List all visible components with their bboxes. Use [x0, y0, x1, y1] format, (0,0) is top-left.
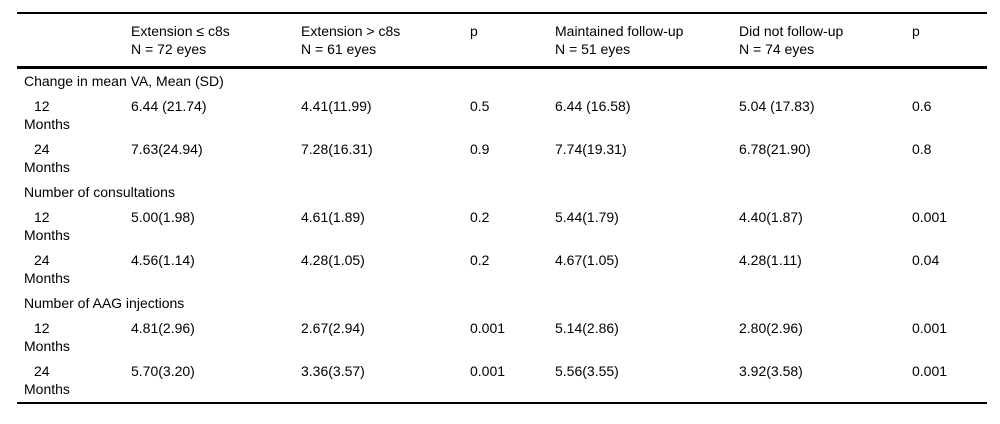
table-body: Change in mean VA, Mean (SD) 12 Months 6.44… [17, 68, 987, 404]
section-title: Change in mean VA, Mean (SD) [24, 73, 224, 89]
value-cell: 4.81(2.96) [131, 320, 195, 336]
section-header-row: Number of AAG injections [17, 291, 987, 316]
value-cell: 5.00(1.98) [131, 209, 195, 225]
header-col-label: p [470, 23, 478, 39]
value-cell: 5.14(2.86) [555, 320, 619, 336]
value-cell: 4.56(1.14) [131, 252, 195, 268]
header-col-sub: N = 61 eyes [301, 41, 377, 57]
header-col-label: Extension ≤ c8s [131, 23, 230, 39]
row-period-number: 24 [34, 252, 50, 268]
row-period-number: 12 [34, 209, 50, 225]
value-cell: 2.67(2.94) [301, 320, 365, 336]
value-cell: 5.70(3.20) [131, 363, 195, 379]
value-cell: 0.8 [912, 141, 932, 157]
value-cell: 4.28(1.05) [301, 252, 365, 268]
value-cell: 4.40(1.87) [739, 209, 803, 225]
row-period-unit: Months [24, 270, 70, 286]
value-cell: 5.04 (17.83) [739, 98, 815, 114]
table-header: Extension ≤ c8s N = 72 eyes Extension > … [17, 13, 987, 69]
results-table: Extension ≤ c8s N = 72 eyes Extension > … [17, 12, 987, 404]
data-row: 24 Months 7.63(24.94) 7.28(16.31) 0.9 7.74(19… [17, 137, 987, 180]
value-cell: 4.61(1.89) [301, 209, 365, 225]
value-cell: 5.44(1.79) [555, 209, 619, 225]
header-col-did-not-follow: Did not follow-up N = 74 eyes [739, 13, 912, 69]
header-col-label: p [912, 23, 920, 39]
value-cell: 0.001 [912, 209, 948, 225]
row-period-unit: Months [24, 381, 70, 397]
value-cell: 0.04 [912, 252, 940, 268]
value-cell: 0.6 [912, 98, 932, 114]
value-cell: 0.001 [470, 363, 506, 379]
row-label-cell: 12 Months [17, 205, 131, 248]
section-title: Number of consultations [24, 184, 175, 200]
row-period-unit: Months [24, 116, 70, 132]
row-period-number: 12 [34, 98, 50, 114]
value-cell: 3.92(3.58) [739, 363, 803, 379]
header-row: Extension ≤ c8s N = 72 eyes Extension > … [17, 13, 987, 69]
data-row: 12 Months 4.81(2.96) 2.67(2.94) 0.001 5.14(2.… [17, 316, 987, 359]
value-cell: 0.9 [470, 141, 490, 157]
value-cell: 4.28(1.11) [739, 252, 802, 268]
data-row: 12 Months 6.44 (21.74) 4.41(11.99) 0.5 6.44 (… [17, 94, 987, 137]
data-row: 24 Months 4.56(1.14) 4.28(1.05) 0.2 4.67(1.05… [17, 248, 987, 291]
header-col-label: Did not follow-up [739, 23, 844, 39]
header-empty-cell [17, 13, 131, 69]
section-header-row: Change in mean VA, Mean (SD) [17, 68, 987, 95]
results-table-container: Extension ≤ c8s N = 72 eyes Extension > … [17, 12, 987, 404]
value-cell: 3.36(3.57) [301, 363, 365, 379]
value-cell: 0.5 [470, 98, 490, 114]
value-cell: 0.001 [912, 320, 948, 336]
value-cell: 0.2 [470, 252, 490, 268]
value-cell: 2.80(2.96) [739, 320, 803, 336]
value-cell: 4.67(1.05) [555, 252, 619, 268]
row-period-number: 12 [34, 320, 50, 336]
header-col-sub: N = 74 eyes [739, 41, 815, 57]
row-label-cell: 24 Months [17, 359, 131, 403]
value-cell: 6.44 (21.74) [131, 98, 207, 114]
section-title: Number of AAG injections [24, 295, 185, 311]
header-col-extension-gt: Extension > c8s N = 61 eyes [301, 13, 470, 69]
data-row: 12 Months 5.00(1.98) 4.61(1.89) 0.2 5.44(1.79… [17, 205, 987, 248]
header-col-p1: p [470, 13, 555, 69]
header-col-sub: N = 72 eyes [131, 41, 207, 57]
row-label-cell: 12 Months [17, 316, 131, 359]
row-label-cell: 24 Months [17, 137, 131, 180]
data-row: 24 Months 5.70(3.20) 3.36(3.57) 0.001 5.56(3.… [17, 359, 987, 403]
value-cell: 7.28(16.31) [301, 141, 373, 157]
header-col-extension-le: Extension ≤ c8s N = 72 eyes [131, 13, 301, 69]
value-cell: 5.56(3.55) [555, 363, 619, 379]
section-header-row: Number of consultations [17, 180, 987, 205]
value-cell: 7.74(19.31) [555, 141, 627, 157]
row-period-unit: Months [24, 159, 70, 175]
header-col-sub: N = 51 eyes [555, 41, 631, 57]
row-period-unit: Months [24, 338, 70, 354]
row-label-cell: 12 Months [17, 94, 131, 137]
header-col-label: Extension > c8s [301, 23, 401, 39]
header-col-p2: p [912, 13, 987, 69]
value-cell: 6.44 (16.58) [555, 98, 631, 114]
header-col-label: Maintained follow-up [555, 23, 684, 39]
row-period-unit: Months [24, 227, 70, 243]
value-cell: 4.41(11.99) [301, 98, 372, 114]
row-period-number: 24 [34, 141, 50, 157]
value-cell: 0.2 [470, 209, 490, 225]
value-cell: 0.001 [912, 363, 948, 379]
value-cell: 0.001 [470, 320, 506, 336]
row-label-cell: 24 Months [17, 248, 131, 291]
value-cell: 7.63(24.94) [131, 141, 203, 157]
header-col-maintained: Maintained follow-up N = 51 eyes [555, 13, 739, 69]
value-cell: 6.78(21.90) [739, 141, 811, 157]
row-period-number: 24 [34, 363, 50, 379]
